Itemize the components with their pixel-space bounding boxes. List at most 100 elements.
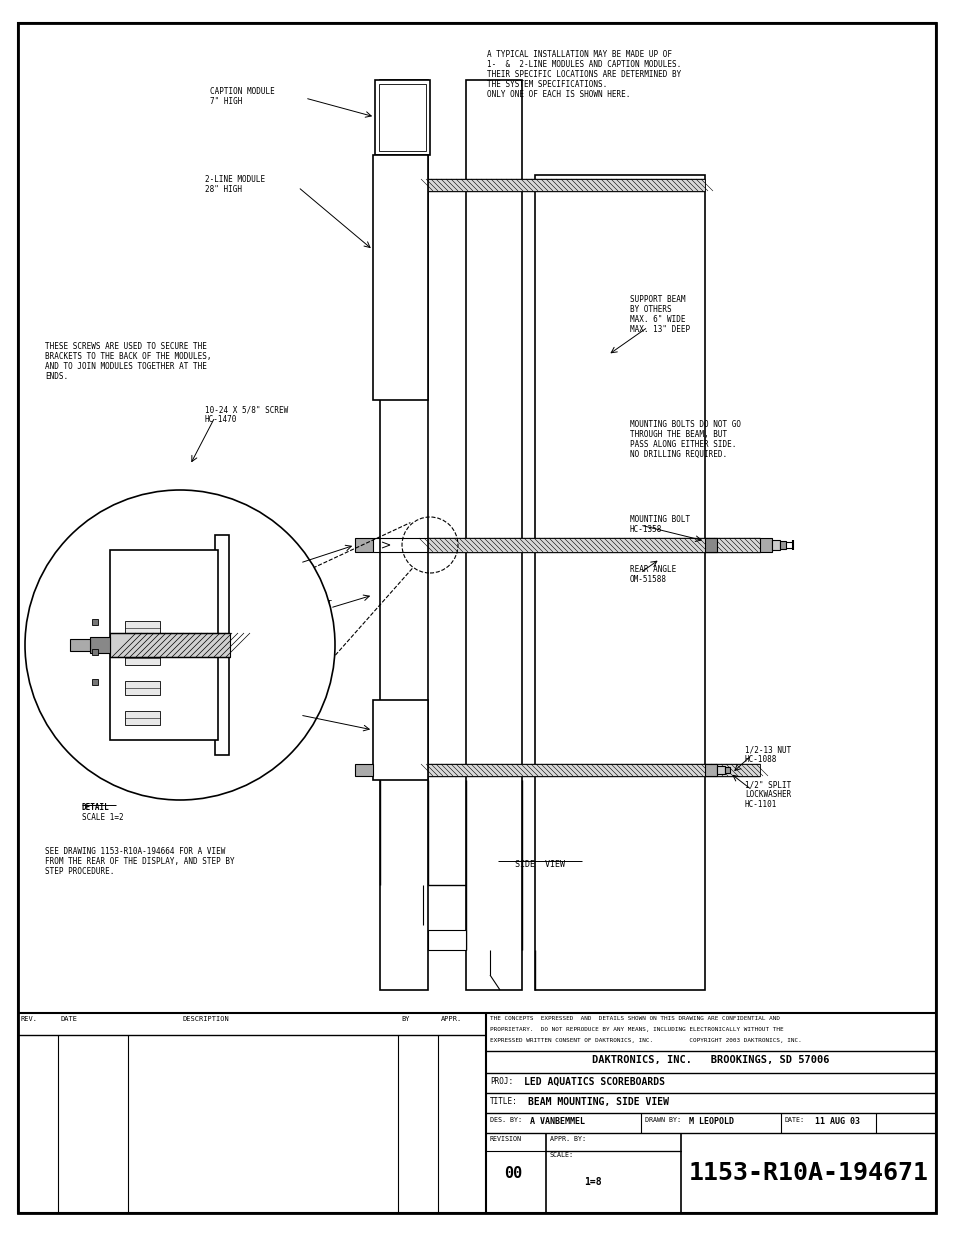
Text: THESE SCREWS ARE USED TO SECURE THE: THESE SCREWS ARE USED TO SECURE THE xyxy=(45,342,207,351)
Bar xyxy=(465,80,521,990)
Text: 10-24 X 5/8" SCREW: 10-24 X 5/8" SCREW xyxy=(205,405,288,414)
Bar xyxy=(717,766,724,774)
Text: APPR.: APPR. xyxy=(440,1016,462,1023)
Text: MAX. 13" DEEP: MAX. 13" DEEP xyxy=(629,325,689,333)
Text: BY OTHERS: BY OTHERS xyxy=(629,305,671,314)
Text: DESCRIPTION: DESCRIPTION xyxy=(183,1016,230,1023)
Bar xyxy=(428,179,704,191)
Text: LED AQUATICS SCOREBOARDS: LED AQUATICS SCOREBOARDS xyxy=(523,1077,664,1087)
Text: OM-51588: OM-51588 xyxy=(629,576,666,584)
Text: 1-  &  2-LINE MODULES AND CAPTION MODULES.: 1- & 2-LINE MODULES AND CAPTION MODULES. xyxy=(486,61,680,69)
Text: DATE:: DATE: xyxy=(784,1116,804,1123)
Bar xyxy=(428,930,465,950)
Text: TITLE:: TITLE: xyxy=(490,1097,517,1107)
Bar xyxy=(90,637,110,653)
Text: REV.: REV. xyxy=(21,1016,38,1023)
Text: A TYPICAL INSTALLATION MAY BE MADE UP OF: A TYPICAL INSTALLATION MAY BE MADE UP OF xyxy=(486,49,671,59)
Text: ONLY ONE OF EACH IS SHOWN HERE.: ONLY ONE OF EACH IS SHOWN HERE. xyxy=(486,90,630,99)
Bar xyxy=(355,764,373,776)
Text: 1/2-13 SQUARE NUT: 1/2-13 SQUARE NUT xyxy=(205,555,283,564)
Text: PASS ALONG EITHER SIDE.: PASS ALONG EITHER SIDE. xyxy=(629,440,736,450)
Text: EXPRESSED WRITTEN CONSENT OF DAKTRONICS, INC.          COPYRIGHT 2003 DAKTRONICS: EXPRESSED WRITTEN CONSENT OF DAKTRONICS,… xyxy=(490,1037,801,1044)
Bar xyxy=(535,175,704,990)
Text: 1/2-13 NUT: 1/2-13 NUT xyxy=(744,745,790,755)
Text: REAR ANGLE: REAR ANGLE xyxy=(629,564,676,574)
Bar xyxy=(771,540,780,550)
Text: 11 AUG 03: 11 AUG 03 xyxy=(814,1116,859,1126)
Text: DAKTRONICS, INC.   BROOKINGS, SD 57006: DAKTRONICS, INC. BROOKINGS, SD 57006 xyxy=(592,1055,829,1065)
Text: M LEOPOLD: M LEOPOLD xyxy=(688,1116,733,1126)
Text: THE SYSTEM SPECIFICATIONS.: THE SYSTEM SPECIFICATIONS. xyxy=(486,80,607,89)
Bar xyxy=(379,80,428,990)
Text: 28" HIGH: 28" HIGH xyxy=(205,185,242,194)
Text: 1153-R10A-194671: 1153-R10A-194671 xyxy=(688,1161,927,1186)
Text: 1=8: 1=8 xyxy=(583,1177,601,1187)
Circle shape xyxy=(25,490,335,800)
Bar xyxy=(125,711,160,725)
Text: 7" HIGH: 7" HIGH xyxy=(210,98,242,106)
Text: SCALE 1=2: SCALE 1=2 xyxy=(82,813,124,823)
Bar xyxy=(375,80,430,156)
Text: A VANBEMMEL: A VANBEMMEL xyxy=(530,1116,584,1126)
Text: NO DRILLING REQUIRED.: NO DRILLING REQUIRED. xyxy=(629,450,726,459)
Text: PROJ:: PROJ: xyxy=(490,1077,513,1086)
Bar xyxy=(91,650,98,655)
Bar xyxy=(724,767,729,773)
Text: HC-1088: HC-1088 xyxy=(744,755,777,764)
Bar xyxy=(780,541,785,550)
Text: SEE DRAWING 1153-R10A-194664 FOR A VIEW: SEE DRAWING 1153-R10A-194664 FOR A VIEW xyxy=(45,847,225,856)
Bar xyxy=(428,764,760,776)
Text: DES. BY:: DES. BY: xyxy=(490,1116,521,1123)
Text: DATE: DATE xyxy=(61,1016,78,1023)
Bar xyxy=(70,638,90,651)
Text: MOUNTING BOLTS DO NOT GO: MOUNTING BOLTS DO NOT GO xyxy=(629,420,740,429)
Text: BY: BY xyxy=(400,1016,409,1023)
Text: SCALE:: SCALE: xyxy=(550,1152,574,1158)
Bar xyxy=(428,538,760,552)
Bar xyxy=(378,84,426,151)
Bar xyxy=(704,764,717,776)
Bar xyxy=(214,535,229,755)
Bar xyxy=(760,538,771,552)
Text: AND TO JOIN MODULES TOGETHER AT THE: AND TO JOIN MODULES TOGETHER AT THE xyxy=(45,362,207,370)
Bar xyxy=(373,156,428,400)
Bar xyxy=(373,700,428,781)
Text: APPR. BY:: APPR. BY: xyxy=(550,1136,585,1142)
Text: 2-LINE MODULE: 2-LINE MODULE xyxy=(205,175,265,184)
Bar xyxy=(110,634,230,657)
Text: SIDE  VIEW: SIDE VIEW xyxy=(515,860,564,869)
Text: HC-1470: HC-1470 xyxy=(205,415,237,424)
Bar xyxy=(355,538,373,552)
Bar xyxy=(125,621,160,635)
Text: OM-194318: OM-194318 xyxy=(257,610,299,619)
Text: 00: 00 xyxy=(503,1166,521,1181)
Bar xyxy=(110,550,218,740)
Text: MOUNTING BOLT: MOUNTING BOLT xyxy=(629,515,689,524)
Bar xyxy=(91,619,98,625)
Text: HC-1358: HC-1358 xyxy=(629,525,661,534)
Text: BRACKETS TO THE BACK OF THE MODULES,: BRACKETS TO THE BACK OF THE MODULES, xyxy=(45,352,212,361)
Text: 1-LINE MODULE: 1-LINE MODULE xyxy=(210,705,270,714)
Text: HC-1101: HC-1101 xyxy=(744,800,777,809)
Bar xyxy=(125,680,160,695)
Text: PROPRIETARY.  DO NOT REPRODUCE BY ANY MEANS, INCLUDING ELECTRONICALLY WITHOUT TH: PROPRIETARY. DO NOT REPRODUCE BY ANY MEA… xyxy=(490,1028,782,1032)
Bar xyxy=(704,538,717,552)
Text: BEAM MOUNTING, SIDE VIEW: BEAM MOUNTING, SIDE VIEW xyxy=(527,1097,668,1107)
Text: MAX. 6" WIDE: MAX. 6" WIDE xyxy=(629,315,685,324)
Text: HC-1222: HC-1222 xyxy=(205,564,237,574)
Text: REVISION: REVISION xyxy=(490,1136,521,1142)
Text: STEP PROCEDURE.: STEP PROCEDURE. xyxy=(45,867,114,876)
Text: THEIR SPECIFIC LOCATIONS ARE DETERMINED BY: THEIR SPECIFIC LOCATIONS ARE DETERMINED … xyxy=(486,70,680,79)
Text: THROUGH THE BEAM, BUT: THROUGH THE BEAM, BUT xyxy=(629,430,726,438)
Text: LOCKWASHER: LOCKWASHER xyxy=(744,790,790,799)
Bar xyxy=(91,679,98,685)
Text: 1/2" SPLIT: 1/2" SPLIT xyxy=(744,781,790,789)
Text: ENDS.: ENDS. xyxy=(45,372,68,382)
Text: CAPTION MODULE: CAPTION MODULE xyxy=(210,86,274,96)
Text: DRAWN BY:: DRAWN BY: xyxy=(644,1116,680,1123)
Bar xyxy=(125,651,160,664)
Text: DETAIL: DETAIL xyxy=(82,803,110,811)
Text: SUPPORT BEAM: SUPPORT BEAM xyxy=(629,295,685,304)
Text: MOUNTING BRACKET: MOUNTING BRACKET xyxy=(257,600,332,609)
Text: 14" HIGH: 14" HIGH xyxy=(210,715,247,724)
